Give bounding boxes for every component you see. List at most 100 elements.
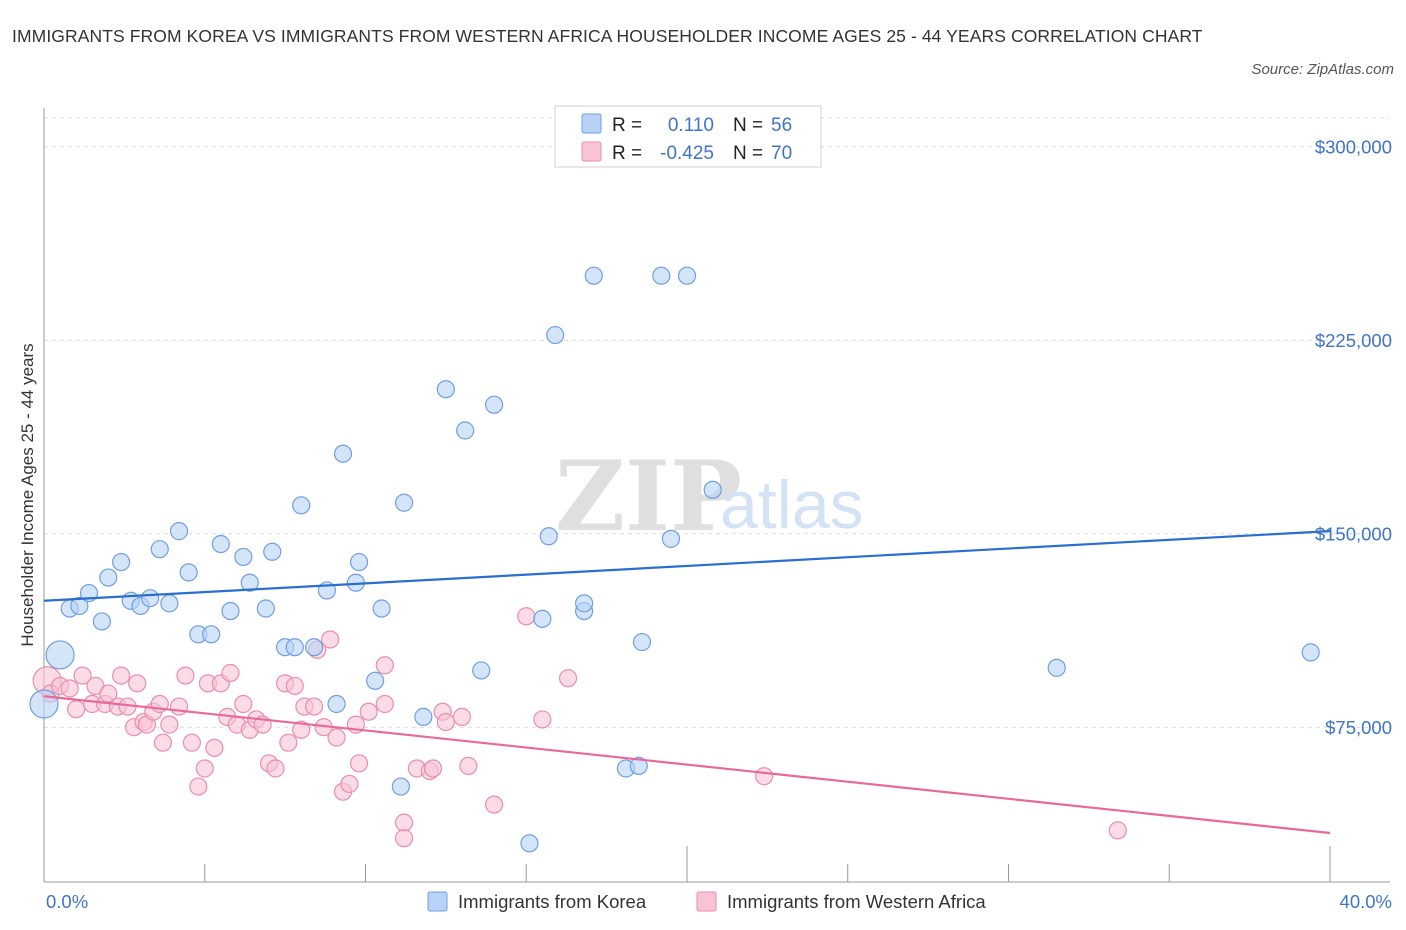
korea-point bbox=[485, 395, 504, 414]
wafrica-point bbox=[459, 756, 478, 776]
korea-point bbox=[349, 552, 369, 572]
wafrica-point bbox=[112, 666, 131, 685]
legend-wafrica-n-label: N = bbox=[733, 143, 763, 164]
y-axis-label: Householder Income Ages 25 - 44 years bbox=[18, 343, 37, 646]
wafrica-point bbox=[755, 767, 774, 786]
wafrica-point bbox=[128, 674, 147, 693]
bottom-legend-wafrica-label: Immigrants from Western Africa bbox=[727, 891, 986, 912]
wafrica-point bbox=[189, 777, 208, 796]
wafrica-point bbox=[327, 728, 346, 747]
korea-point bbox=[333, 444, 353, 463]
wafrica-point bbox=[60, 679, 79, 698]
legend-wafrica-r-value: -0.425 bbox=[660, 143, 714, 164]
wafrica-point bbox=[285, 676, 304, 696]
axes bbox=[43, 108, 1390, 883]
korea-point bbox=[29, 689, 59, 719]
korea-point bbox=[140, 589, 160, 608]
korea-point bbox=[221, 601, 240, 621]
legend-korea-swatch bbox=[581, 113, 602, 134]
korea-point bbox=[45, 640, 75, 670]
series-korea-points bbox=[29, 266, 1320, 853]
y-tick-label: $300,000 bbox=[1315, 137, 1392, 158]
legend-wafrica-r-label: R = bbox=[612, 143, 642, 164]
korea-point bbox=[1301, 643, 1320, 662]
korea-trend-line bbox=[43, 530, 1331, 602]
trend-lines bbox=[43, 530, 1331, 835]
wafrica-point bbox=[394, 813, 414, 832]
legend-wafrica-n-value: 70 bbox=[771, 143, 792, 164]
y-tick-label: $75,000 bbox=[1325, 717, 1392, 738]
wafrica-point bbox=[205, 738, 224, 757]
korea-point bbox=[677, 266, 697, 285]
korea-point bbox=[179, 563, 198, 582]
korea-point bbox=[327, 694, 346, 714]
korea-point bbox=[520, 834, 539, 853]
wafrica-point bbox=[375, 694, 394, 714]
korea-point bbox=[202, 625, 221, 644]
wafrica-point bbox=[1108, 821, 1127, 840]
wafrica-point bbox=[485, 795, 504, 814]
chart-source: Source: ZipAtlas.com bbox=[1251, 61, 1394, 78]
x-tick-label-min: 0.0% bbox=[46, 891, 88, 912]
wafrica-point bbox=[517, 607, 536, 626]
korea-point bbox=[391, 777, 410, 796]
legend-wafrica-swatch bbox=[581, 141, 602, 162]
korea-point bbox=[92, 612, 111, 631]
wafrica-point bbox=[394, 829, 414, 848]
legend-korea-n-value: 56 bbox=[771, 115, 792, 136]
korea-point bbox=[584, 266, 603, 285]
x-axis-ticks bbox=[43, 846, 1331, 882]
legend-korea-r-value: 0.110 bbox=[668, 115, 714, 136]
wafrica-point bbox=[375, 656, 394, 675]
wafrica-point bbox=[160, 715, 179, 734]
korea-point bbox=[263, 542, 282, 561]
korea-point bbox=[160, 594, 179, 613]
y-tick-label: $225,000 bbox=[1315, 330, 1392, 351]
x-tick-label-max: 40.0% bbox=[1340, 891, 1392, 912]
korea-point bbox=[234, 547, 253, 567]
korea-point bbox=[70, 596, 89, 616]
wafrica-point bbox=[452, 707, 472, 726]
legend-korea-r-label: R = bbox=[612, 115, 642, 136]
chart-title: IMMIGRANTS FROM KOREA VS IMMIGRANTS FROM… bbox=[12, 26, 1203, 46]
korea-point bbox=[394, 493, 414, 512]
korea-point bbox=[661, 529, 681, 548]
korea-point bbox=[372, 599, 391, 618]
korea-point bbox=[436, 380, 455, 399]
wafrica-trend-line bbox=[43, 695, 1331, 835]
bottom-legend-wafrica-swatch bbox=[696, 891, 717, 912]
korea-point bbox=[150, 540, 169, 559]
wafrica-point bbox=[67, 700, 86, 719]
korea-point bbox=[285, 638, 304, 657]
gridlines bbox=[44, 117, 1390, 728]
wafrica-point bbox=[182, 733, 201, 752]
korea-point bbox=[546, 325, 565, 345]
korea-point bbox=[703, 480, 722, 499]
wafrica-point bbox=[153, 733, 173, 752]
wafrica-point bbox=[279, 733, 298, 752]
wafrica-point bbox=[349, 754, 369, 773]
wafrica-point bbox=[176, 666, 195, 685]
korea-point bbox=[1047, 658, 1066, 677]
korea-point bbox=[456, 421, 475, 440]
korea-point bbox=[575, 594, 594, 613]
y-tick-label: $150,000 bbox=[1315, 524, 1392, 545]
top-legend: R = 0.110 N = 56 R = -0.425 N = 70 bbox=[554, 105, 822, 168]
korea-point bbox=[414, 707, 433, 726]
wafrica-point bbox=[423, 759, 443, 778]
bottom-legend-korea-swatch bbox=[427, 891, 448, 912]
wafrica-point bbox=[292, 720, 311, 739]
wafrica-point bbox=[73, 666, 92, 685]
wafrica-point bbox=[169, 697, 189, 716]
bottom-legend-korea-label: Immigrants from Korea bbox=[458, 891, 647, 912]
series-western-africa-points bbox=[32, 607, 1127, 848]
korea-point bbox=[304, 638, 324, 657]
korea-point bbox=[539, 527, 558, 546]
wafrica-point bbox=[266, 759, 285, 778]
bottom-legend: Immigrants from Korea Immigrants from We… bbox=[427, 891, 986, 912]
wafrica-point bbox=[304, 697, 324, 716]
korea-point bbox=[366, 671, 385, 690]
wafrica-point bbox=[359, 702, 378, 721]
wafrica-point bbox=[558, 669, 578, 688]
